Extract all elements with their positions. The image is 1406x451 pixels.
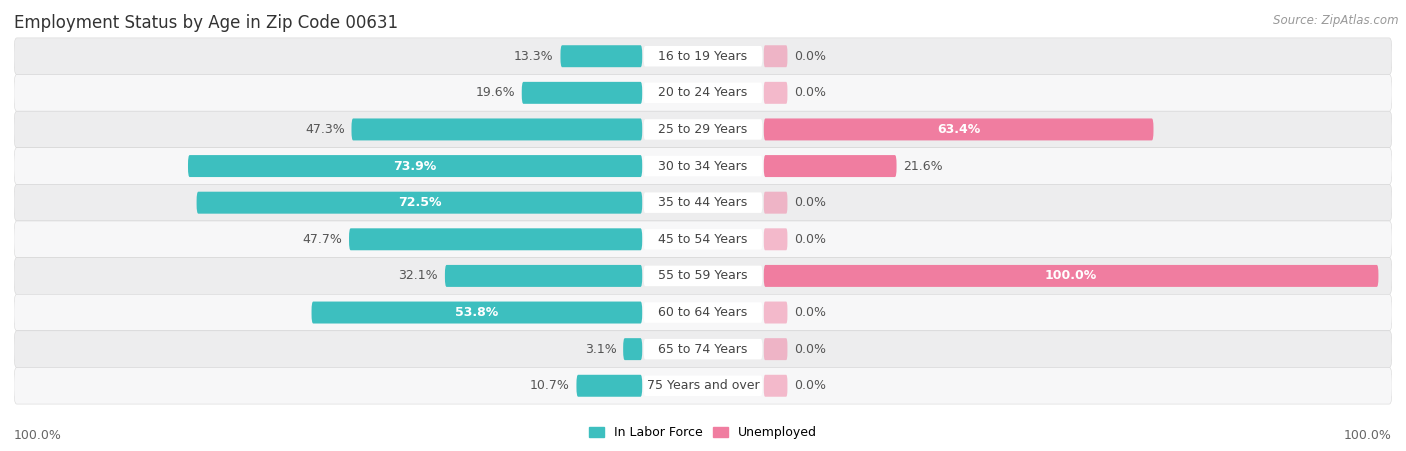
Text: 45 to 54 Years: 45 to 54 Years bbox=[658, 233, 748, 246]
Text: 0.0%: 0.0% bbox=[794, 306, 827, 319]
FancyBboxPatch shape bbox=[644, 156, 762, 176]
Text: 13.3%: 13.3% bbox=[515, 50, 554, 63]
Text: 21.6%: 21.6% bbox=[903, 160, 943, 173]
FancyBboxPatch shape bbox=[561, 45, 643, 67]
Text: Employment Status by Age in Zip Code 00631: Employment Status by Age in Zip Code 006… bbox=[14, 14, 398, 32]
Text: 10.7%: 10.7% bbox=[530, 379, 569, 392]
FancyBboxPatch shape bbox=[14, 74, 1392, 111]
Text: 47.7%: 47.7% bbox=[302, 233, 342, 246]
FancyBboxPatch shape bbox=[763, 338, 787, 360]
Text: 0.0%: 0.0% bbox=[794, 233, 827, 246]
Text: 32.1%: 32.1% bbox=[398, 269, 439, 282]
Text: 72.5%: 72.5% bbox=[398, 196, 441, 209]
Text: 63.4%: 63.4% bbox=[936, 123, 980, 136]
FancyBboxPatch shape bbox=[644, 83, 762, 103]
Text: 100.0%: 100.0% bbox=[1045, 269, 1097, 282]
Text: 16 to 19 Years: 16 to 19 Years bbox=[658, 50, 748, 63]
Text: 55 to 59 Years: 55 to 59 Years bbox=[658, 269, 748, 282]
FancyBboxPatch shape bbox=[644, 339, 762, 359]
Text: 75 Years and over: 75 Years and over bbox=[647, 379, 759, 392]
Text: Source: ZipAtlas.com: Source: ZipAtlas.com bbox=[1274, 14, 1399, 27]
Text: 0.0%: 0.0% bbox=[794, 196, 827, 209]
FancyBboxPatch shape bbox=[576, 375, 643, 397]
Text: 30 to 34 Years: 30 to 34 Years bbox=[658, 160, 748, 173]
Text: 0.0%: 0.0% bbox=[794, 343, 827, 356]
FancyBboxPatch shape bbox=[522, 82, 643, 104]
Text: 60 to 64 Years: 60 to 64 Years bbox=[658, 306, 748, 319]
FancyBboxPatch shape bbox=[763, 228, 787, 250]
FancyBboxPatch shape bbox=[14, 221, 1392, 258]
FancyBboxPatch shape bbox=[14, 38, 1392, 74]
FancyBboxPatch shape bbox=[623, 338, 643, 360]
FancyBboxPatch shape bbox=[644, 229, 762, 249]
Text: 53.8%: 53.8% bbox=[456, 306, 499, 319]
FancyBboxPatch shape bbox=[644, 46, 762, 66]
FancyBboxPatch shape bbox=[352, 119, 643, 140]
FancyBboxPatch shape bbox=[644, 266, 762, 286]
Text: 0.0%: 0.0% bbox=[794, 379, 827, 392]
Text: 47.3%: 47.3% bbox=[305, 123, 344, 136]
FancyBboxPatch shape bbox=[14, 184, 1392, 221]
FancyBboxPatch shape bbox=[763, 375, 787, 397]
FancyBboxPatch shape bbox=[644, 193, 762, 213]
Text: 35 to 44 Years: 35 to 44 Years bbox=[658, 196, 748, 209]
Text: 100.0%: 100.0% bbox=[1344, 429, 1392, 442]
FancyBboxPatch shape bbox=[763, 155, 897, 177]
Text: 0.0%: 0.0% bbox=[794, 50, 827, 63]
Text: 25 to 29 Years: 25 to 29 Years bbox=[658, 123, 748, 136]
FancyBboxPatch shape bbox=[763, 45, 787, 67]
FancyBboxPatch shape bbox=[14, 111, 1392, 148]
Text: 3.1%: 3.1% bbox=[585, 343, 616, 356]
FancyBboxPatch shape bbox=[14, 368, 1392, 404]
FancyBboxPatch shape bbox=[763, 302, 787, 323]
FancyBboxPatch shape bbox=[312, 302, 643, 323]
FancyBboxPatch shape bbox=[763, 192, 787, 214]
FancyBboxPatch shape bbox=[644, 119, 762, 140]
Text: 20 to 24 Years: 20 to 24 Years bbox=[658, 86, 748, 99]
Text: 65 to 74 Years: 65 to 74 Years bbox=[658, 343, 748, 356]
FancyBboxPatch shape bbox=[14, 331, 1392, 368]
FancyBboxPatch shape bbox=[14, 258, 1392, 294]
FancyBboxPatch shape bbox=[644, 302, 762, 323]
FancyBboxPatch shape bbox=[349, 228, 643, 250]
FancyBboxPatch shape bbox=[197, 192, 643, 214]
FancyBboxPatch shape bbox=[14, 148, 1392, 184]
Text: 19.6%: 19.6% bbox=[475, 86, 515, 99]
FancyBboxPatch shape bbox=[644, 376, 762, 396]
FancyBboxPatch shape bbox=[763, 119, 1153, 140]
Legend: In Labor Force, Unemployed: In Labor Force, Unemployed bbox=[583, 421, 823, 444]
FancyBboxPatch shape bbox=[14, 294, 1392, 331]
FancyBboxPatch shape bbox=[444, 265, 643, 287]
Text: 100.0%: 100.0% bbox=[14, 429, 62, 442]
Text: 0.0%: 0.0% bbox=[794, 86, 827, 99]
FancyBboxPatch shape bbox=[188, 155, 643, 177]
Text: 73.9%: 73.9% bbox=[394, 160, 437, 173]
FancyBboxPatch shape bbox=[763, 82, 787, 104]
FancyBboxPatch shape bbox=[763, 265, 1378, 287]
